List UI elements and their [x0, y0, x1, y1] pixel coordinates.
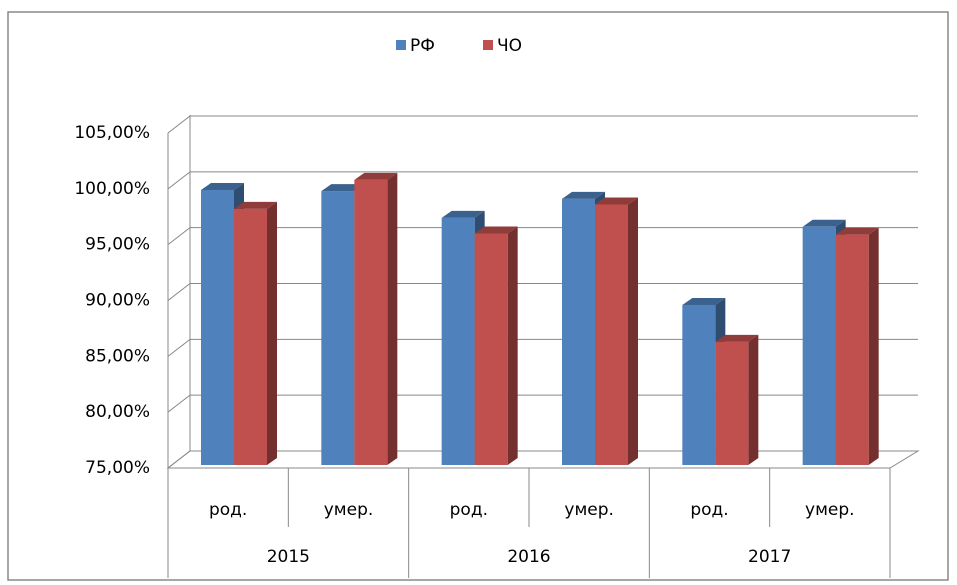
legend-label: ЧО — [497, 36, 522, 56]
bar — [802, 226, 836, 465]
bar — [682, 304, 716, 465]
bar-top — [234, 201, 277, 209]
grid-line — [167, 227, 918, 246]
bar-top — [441, 210, 485, 218]
grid-line — [167, 115, 918, 134]
x-tick-label: умер. — [805, 500, 855, 520]
x-tick-label: умер. — [564, 500, 614, 520]
bar-top — [321, 184, 365, 192]
bar-top — [201, 182, 244, 190]
bar — [835, 234, 869, 465]
bar-top — [802, 219, 846, 227]
y-tick-label: 85,00% — [85, 346, 150, 366]
x-tick-label: род. — [209, 500, 247, 520]
bar — [441, 217, 475, 465]
grid-line — [167, 171, 918, 190]
y-tick-label: 80,00% — [85, 402, 150, 422]
y-tick-label: 95,00% — [85, 235, 150, 255]
x-tick-label: умер. — [324, 500, 374, 520]
bar — [715, 341, 749, 465]
grid-line — [167, 394, 918, 413]
bar-top — [474, 226, 518, 234]
bar-top — [354, 172, 398, 180]
bar-top — [682, 297, 726, 305]
legend-label: РФ — [410, 36, 435, 56]
bar — [354, 179, 388, 465]
y-tick-label: 105,00% — [74, 123, 150, 143]
x-tick-label: род. — [690, 500, 728, 520]
bar — [234, 208, 267, 465]
bar-side — [507, 226, 518, 465]
bar-top — [835, 227, 879, 235]
y-tick-label: 90,00% — [85, 291, 150, 311]
group-label: 2017 — [748, 547, 791, 567]
bar-top — [562, 191, 605, 199]
bar-side — [267, 201, 277, 465]
grid-line — [167, 283, 918, 301]
bar-side — [628, 197, 638, 465]
bar-side — [868, 227, 879, 465]
bar-top — [595, 197, 638, 205]
bar-side — [387, 172, 398, 465]
grid-line — [167, 450, 918, 469]
bar — [321, 191, 355, 466]
x-tick-label: род. — [450, 500, 488, 520]
legend-swatch — [483, 40, 493, 50]
group-label: 2016 — [507, 547, 550, 567]
bar-top — [715, 334, 759, 342]
legend-swatch — [396, 40, 406, 50]
group-label: 2015 — [267, 547, 310, 567]
grid-line — [167, 338, 918, 357]
bar — [595, 204, 628, 465]
y-tick-label: 75,00% — [85, 458, 150, 478]
bar — [562, 198, 595, 465]
y-tick-label: 100,00% — [74, 179, 150, 199]
bar — [201, 189, 234, 465]
bar-side — [748, 334, 759, 465]
bar — [474, 233, 508, 465]
